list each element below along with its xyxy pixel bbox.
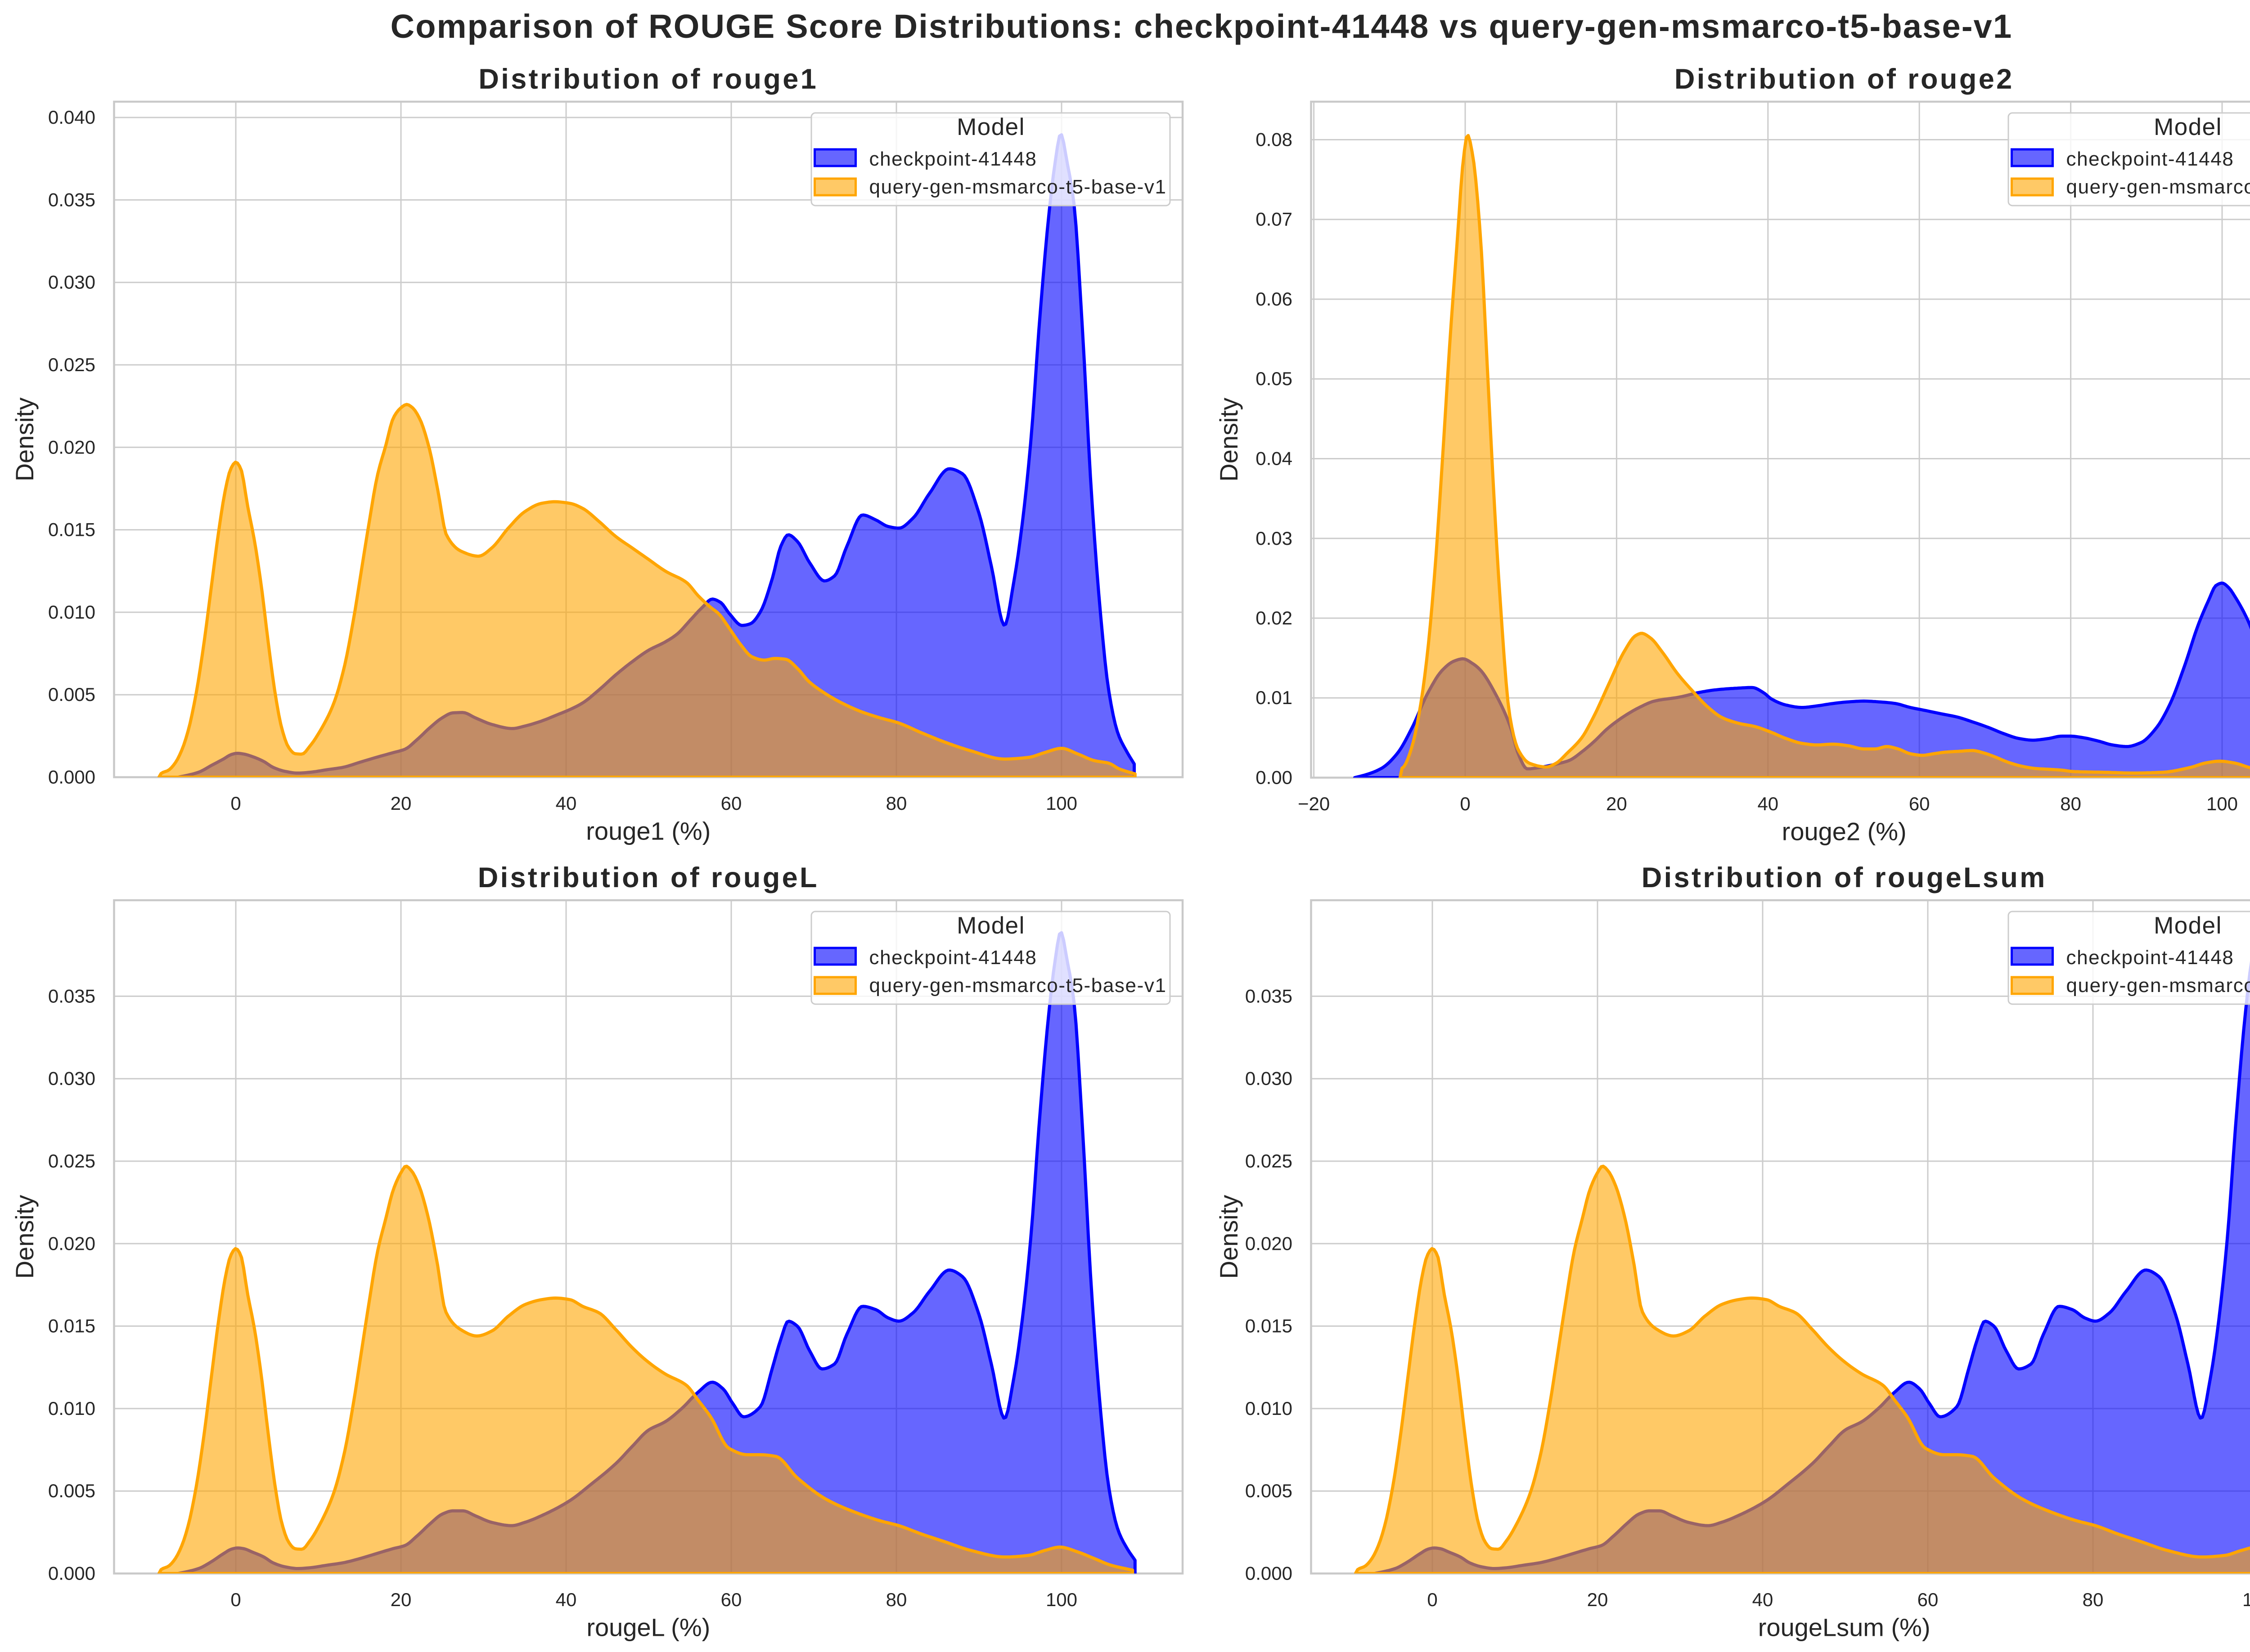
svg-text:100: 100: [1046, 1589, 1077, 1610]
svg-text:0.04: 0.04: [1256, 448, 1292, 469]
svg-text:0.035: 0.035: [48, 985, 95, 1006]
svg-text:0.030: 0.030: [48, 1068, 95, 1089]
svg-text:0.030: 0.030: [1245, 1068, 1292, 1089]
svg-text:Density: Density: [1215, 1195, 1243, 1279]
svg-text:0.020: 0.020: [1245, 1233, 1292, 1254]
svg-text:Model: Model: [2154, 912, 2222, 939]
svg-text:40: 40: [556, 1589, 577, 1610]
svg-text:checkpoint-41448: checkpoint-41448: [2066, 148, 2234, 170]
svg-text:40: 40: [1752, 1589, 1773, 1610]
svg-text:80: 80: [2083, 1589, 2104, 1610]
svg-text:40: 40: [556, 793, 577, 814]
svg-text:rouge2 (%): rouge2 (%): [1782, 817, 1907, 846]
svg-text:100: 100: [2242, 1589, 2250, 1610]
svg-text:checkpoint-41448: checkpoint-41448: [869, 148, 1037, 170]
svg-text:Distribution of rougeLsum: Distribution of rougeLsum: [1642, 862, 2047, 893]
svg-text:rougeL (%): rougeL (%): [586, 1613, 710, 1642]
svg-text:0.020: 0.020: [48, 436, 95, 458]
svg-text:Distribution of rouge1: Distribution of rouge1: [478, 63, 818, 95]
svg-text:rouge1 (%): rouge1 (%): [586, 817, 711, 845]
svg-text:0.010: 0.010: [48, 1398, 95, 1419]
svg-text:checkpoint-41448: checkpoint-41448: [2066, 947, 2234, 969]
svg-text:20: 20: [391, 1589, 412, 1610]
svg-text:rougeLsum (%): rougeLsum (%): [1758, 1613, 1930, 1642]
svg-text:40: 40: [1757, 793, 1778, 814]
svg-text:60: 60: [721, 793, 742, 814]
svg-text:Distribution of rouge2: Distribution of rouge2: [1674, 63, 2014, 95]
svg-text:0.015: 0.015: [48, 519, 95, 540]
svg-text:20: 20: [391, 793, 412, 814]
svg-text:0.005: 0.005: [48, 684, 95, 705]
svg-text:80: 80: [2060, 793, 2081, 814]
svg-text:80: 80: [886, 1589, 907, 1610]
svg-text:0.005: 0.005: [48, 1480, 95, 1501]
svg-text:0.025: 0.025: [48, 354, 95, 375]
svg-text:0.025: 0.025: [1245, 1150, 1292, 1172]
svg-text:0.000: 0.000: [1245, 1563, 1292, 1584]
svg-text:query-gen-msmarco-t5-base-v1: query-gen-msmarco-t5-base-v1: [2066, 974, 2250, 997]
svg-text:0.040: 0.040: [48, 107, 95, 128]
svg-text:0.06: 0.06: [1256, 288, 1292, 310]
svg-text:0.05: 0.05: [1256, 368, 1292, 389]
svg-text:0.035: 0.035: [48, 189, 95, 210]
svg-text:Density: Density: [1215, 398, 1243, 482]
svg-text:0: 0: [230, 793, 241, 814]
svg-text:0.01: 0.01: [1256, 687, 1292, 708]
svg-text:0.020: 0.020: [48, 1233, 95, 1254]
svg-text:0.000: 0.000: [48, 1563, 95, 1584]
svg-text:0.005: 0.005: [1245, 1480, 1292, 1501]
svg-text:0.015: 0.015: [1245, 1315, 1292, 1337]
svg-text:Model: Model: [957, 912, 1025, 939]
svg-text:Comparison of ROUGE Score Dist: Comparison of ROUGE Score Distributions:…: [391, 8, 2013, 45]
svg-text:0.035: 0.035: [1245, 985, 1292, 1006]
svg-text:Density: Density: [10, 397, 39, 481]
svg-text:0.02: 0.02: [1256, 607, 1292, 628]
svg-text:80: 80: [886, 793, 907, 814]
svg-text:60: 60: [721, 1589, 742, 1610]
svg-text:0: 0: [1460, 793, 1470, 814]
svg-text:60: 60: [1909, 793, 1930, 814]
svg-text:0.08: 0.08: [1256, 129, 1292, 150]
svg-text:0.03: 0.03: [1256, 528, 1292, 549]
svg-text:query-gen-msmarco-t5-base-v1: query-gen-msmarco-t5-base-v1: [869, 974, 1167, 997]
svg-text:0.015: 0.015: [48, 1315, 95, 1337]
svg-text:60: 60: [1917, 1589, 1939, 1610]
svg-text:20: 20: [1606, 793, 1627, 814]
svg-text:query-gen-msmarco-t5-base-v1: query-gen-msmarco-t5-base-v1: [2066, 176, 2250, 198]
svg-text:Model: Model: [2154, 114, 2222, 140]
svg-text:query-gen-msmarco-t5-base-v1: query-gen-msmarco-t5-base-v1: [869, 176, 1167, 198]
svg-text:Distribution of rougeL: Distribution of rougeL: [478, 862, 819, 893]
svg-text:0.010: 0.010: [48, 602, 95, 623]
svg-text:0.07: 0.07: [1256, 209, 1292, 230]
svg-text:100: 100: [1046, 793, 1077, 814]
svg-text:0.000: 0.000: [48, 767, 95, 788]
svg-text:Model: Model: [957, 114, 1025, 140]
svg-text:checkpoint-41448: checkpoint-41448: [869, 947, 1037, 969]
svg-text:20: 20: [1587, 1589, 1608, 1610]
svg-text:0.025: 0.025: [48, 1150, 95, 1172]
svg-text:Density: Density: [10, 1195, 39, 1279]
svg-text:0: 0: [230, 1589, 241, 1610]
svg-text:−20: −20: [1298, 793, 1330, 814]
svg-text:100: 100: [2206, 793, 2238, 814]
svg-text:0.010: 0.010: [1245, 1398, 1292, 1419]
svg-text:0: 0: [1427, 1589, 1437, 1610]
svg-text:0.030: 0.030: [48, 272, 95, 293]
svg-text:0.00: 0.00: [1256, 767, 1292, 788]
